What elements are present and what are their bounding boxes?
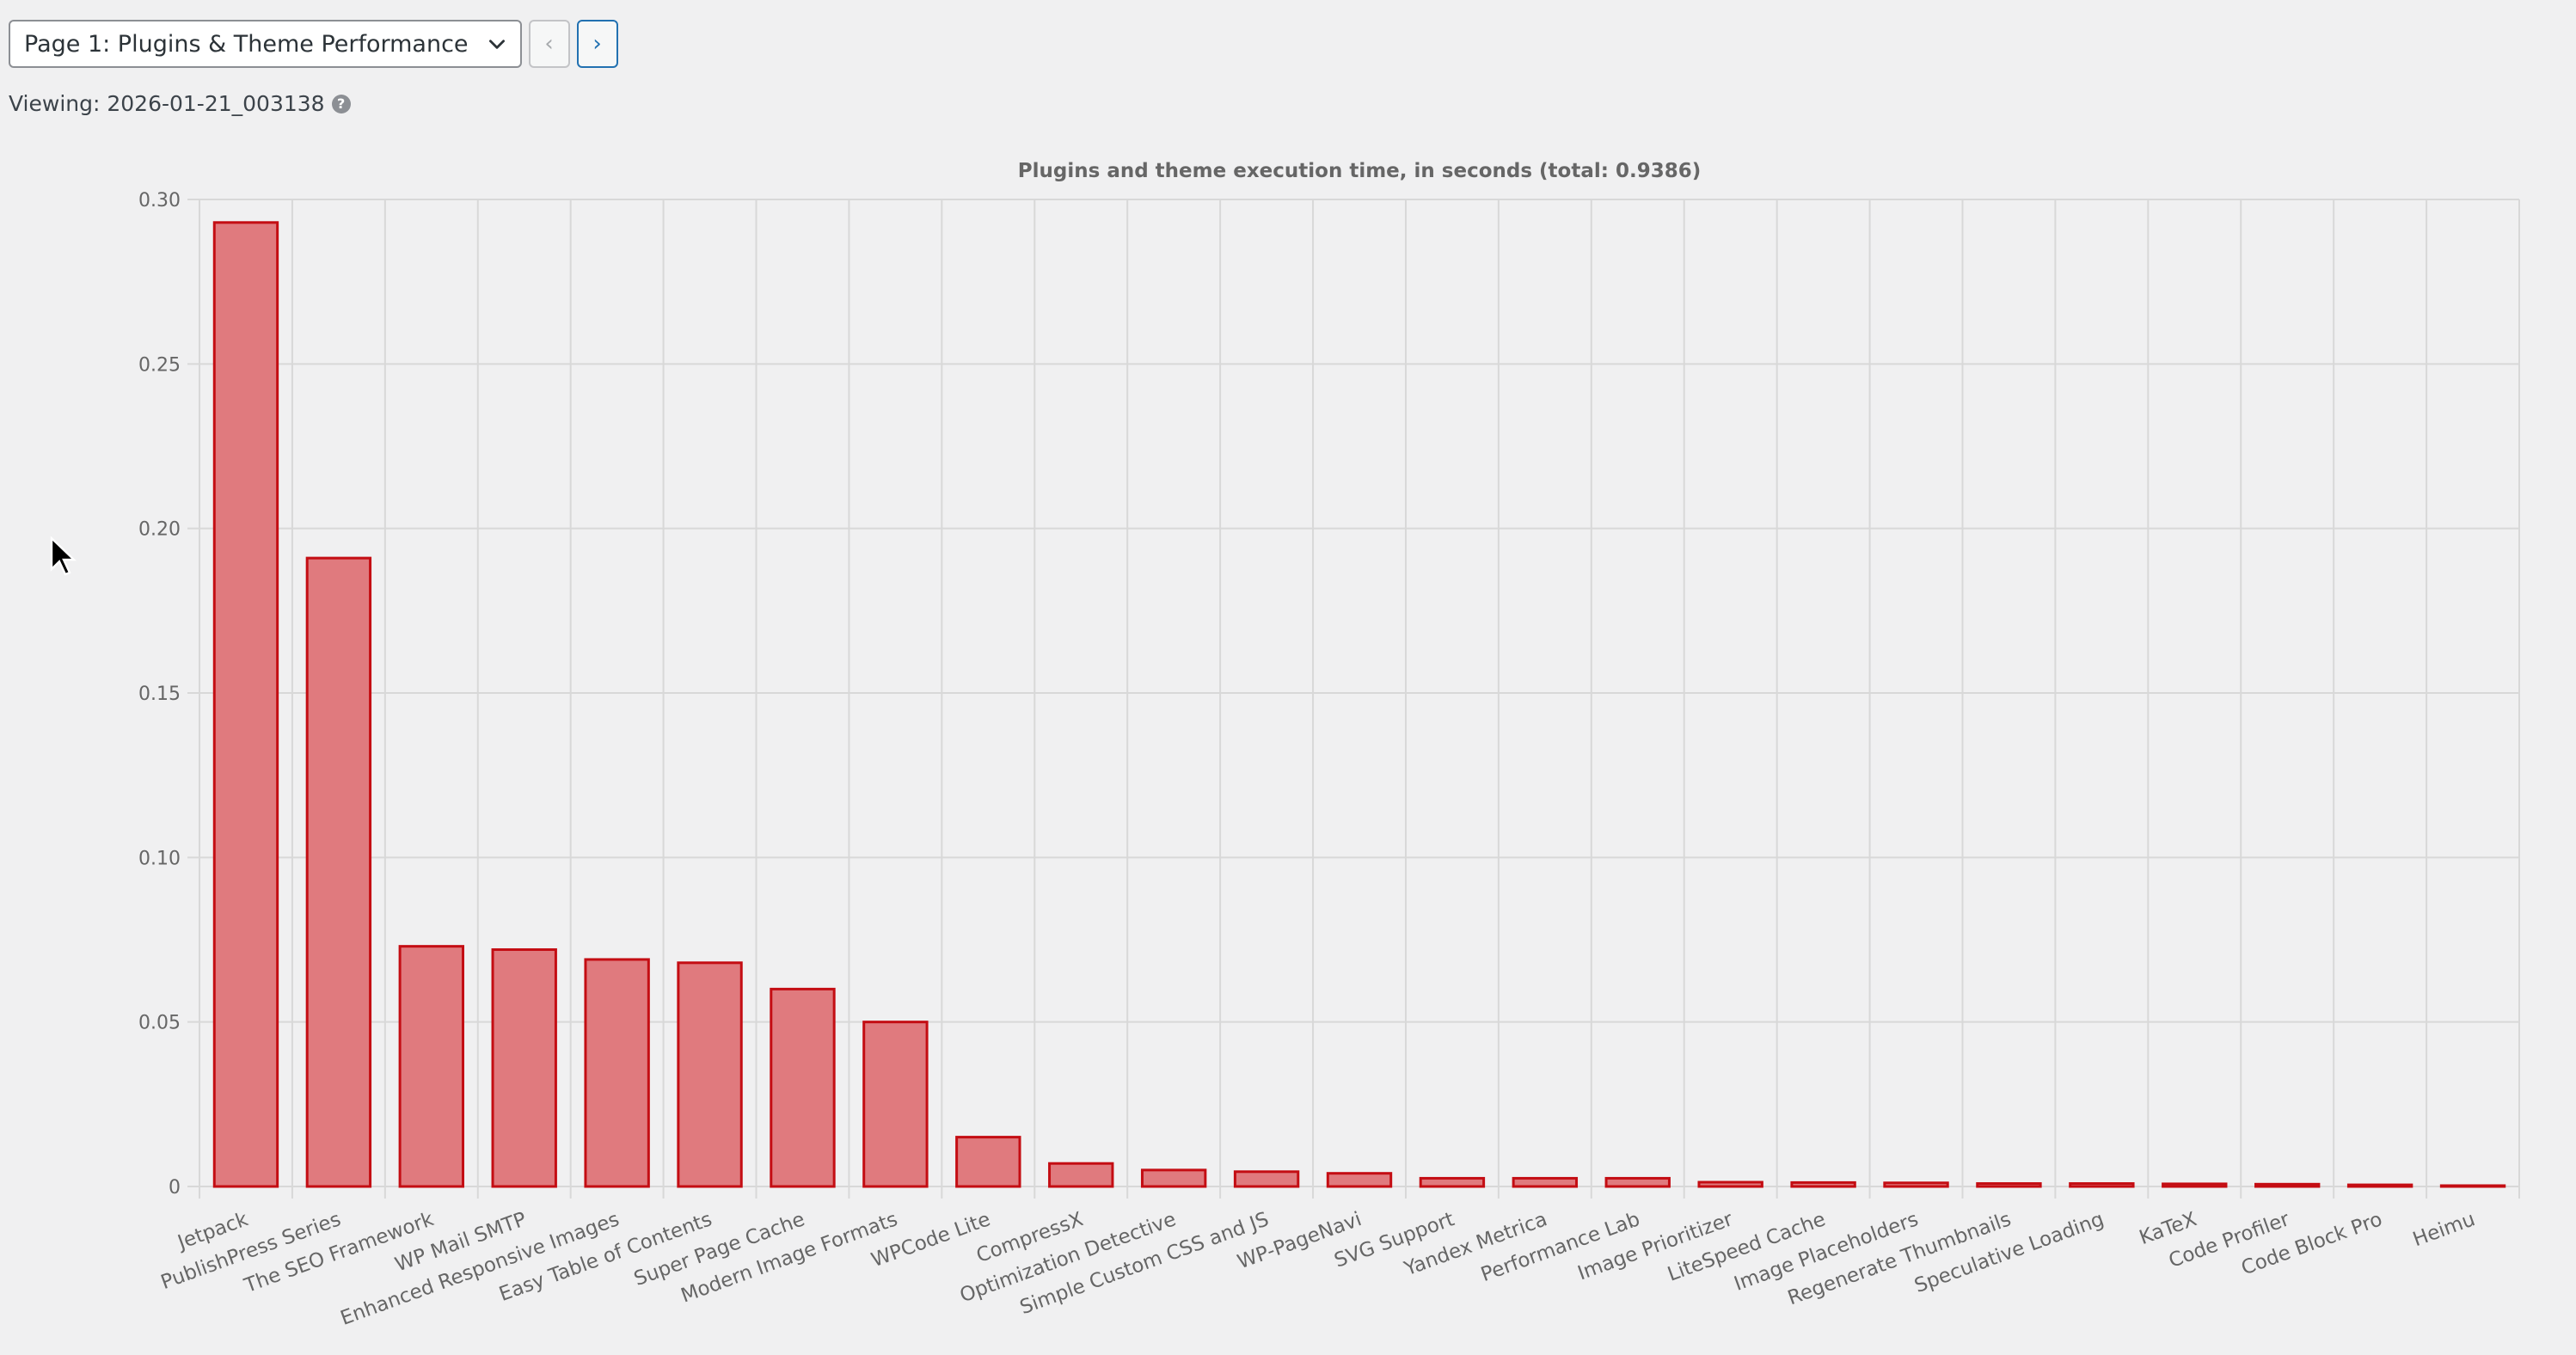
bar[interactable]: [2069, 1182, 2135, 1188]
page-select[interactable]: Page 1: Plugins & Theme Performance: [9, 20, 522, 68]
y-tick-label: 0: [169, 1177, 181, 1199]
bar[interactable]: [1883, 1181, 1949, 1188]
bar[interactable]: [1048, 1162, 1114, 1188]
y-tick-label: 0.30: [138, 190, 181, 212]
next-page-button[interactable]: ›: [576, 20, 618, 68]
bar[interactable]: [1697, 1180, 1763, 1188]
chart-title: Plugins and theme execution time, in sec…: [1018, 160, 1701, 182]
bar[interactable]: [1419, 1176, 1486, 1188]
viewing-label: Viewing: 2026-01-21_003138: [9, 91, 325, 116]
mouse-cursor-icon: [50, 536, 77, 576]
bar[interactable]: [1326, 1172, 1393, 1188]
help-icon[interactable]: ?: [331, 94, 351, 113]
bar[interactable]: [1790, 1180, 1856, 1188]
bar[interactable]: [584, 958, 650, 1188]
bar[interactable]: [1512, 1176, 1579, 1188]
page-select-value: Page 1: Plugins & Theme Performance: [24, 30, 469, 58]
bar[interactable]: [2346, 1183, 2413, 1188]
bar[interactable]: [2254, 1182, 2321, 1188]
toolbar: Page 1: Plugins & Theme Performance ‹ ›: [9, 19, 618, 69]
y-tick-label: 0.20: [138, 519, 181, 541]
bar[interactable]: [212, 221, 279, 1188]
bar[interactable]: [862, 1021, 929, 1188]
bar[interactable]: [1233, 1170, 1300, 1188]
x-tick-label: Image Prioritizer: [1575, 1208, 1737, 1284]
prev-page-button[interactable]: ‹: [528, 20, 570, 68]
y-tick-label: 0.25: [138, 354, 181, 376]
bar[interactable]: [677, 961, 743, 1188]
x-tick-label: Heimu: [2410, 1208, 2478, 1251]
y-tick-label: 0.15: [138, 684, 181, 705]
chart-bars: [212, 221, 2506, 1188]
bar[interactable]: [491, 947, 557, 1188]
bar[interactable]: [1604, 1176, 1671, 1188]
bar[interactable]: [305, 556, 372, 1188]
bar[interactable]: [770, 987, 836, 1188]
bar[interactable]: [1140, 1168, 1207, 1188]
bar[interactable]: [398, 945, 464, 1188]
bar[interactable]: [955, 1136, 1021, 1188]
chevron-down-icon: [488, 40, 505, 49]
bar[interactable]: [1976, 1182, 2042, 1188]
viewing-info: Viewing: 2026-01-21_003138 ?: [9, 91, 351, 116]
y-tick-label: 0.10: [138, 848, 181, 869]
y-tick-label: 0.05: [138, 1013, 181, 1034]
y-axis-ticks: 0 0.05 0.10 0.15 0.20 0.25 0.30: [138, 190, 181, 1199]
bar[interactable]: [2162, 1182, 2228, 1188]
chart-grid: [187, 199, 2520, 1199]
